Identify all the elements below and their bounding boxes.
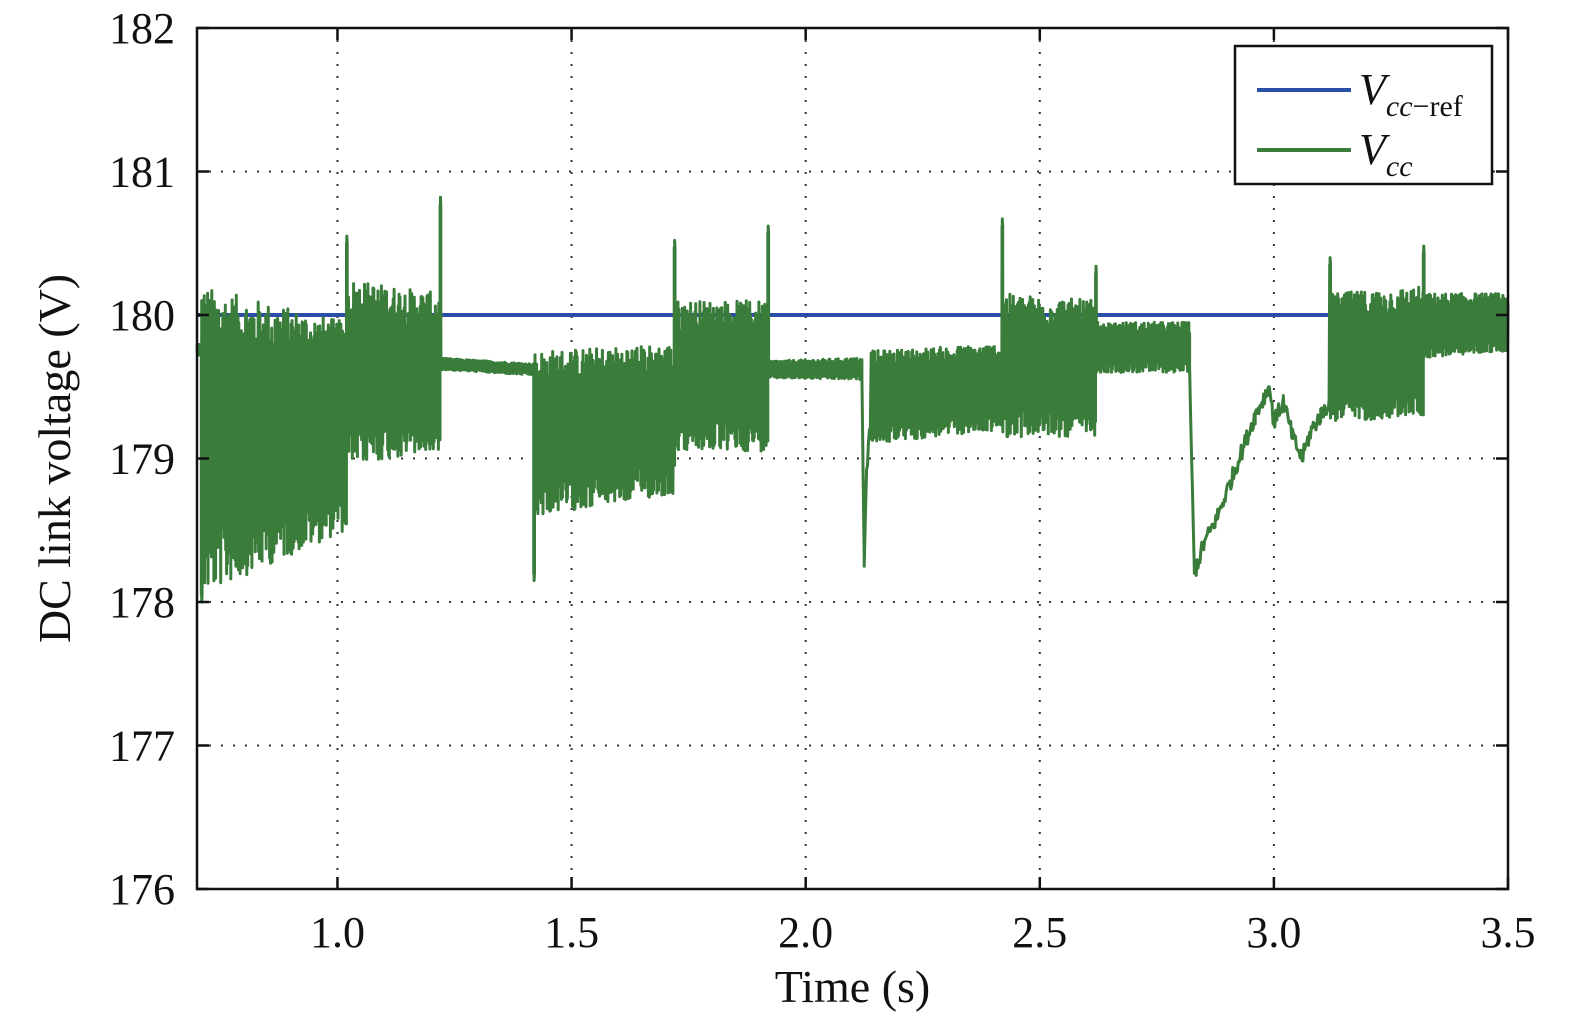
y-tick-label-3: 179: [109, 435, 175, 484]
y-tick-label-0: 176: [109, 865, 175, 914]
legend-entry-vcc-ref: Vcc−ref: [1359, 65, 1463, 123]
y-tick-labels: 176 177 178 179 180 181 182: [109, 4, 175, 914]
x-axis-label: Time (s): [775, 961, 931, 1012]
x-tick-label-3: 2.5: [1012, 908, 1067, 957]
legend: Vcc−ref Vcc: [1233, 44, 1494, 186]
legend-entry-vcc-sub: cc: [1386, 150, 1413, 183]
x-tick-labels: 1.0 1.5 2.0 2.5 3.0 3.5: [310, 908, 1536, 957]
plot-area: [195, 195, 1510, 604]
y-tick-label-1: 177: [109, 722, 175, 771]
y-tick-label-4: 180: [109, 291, 175, 340]
legend-entry-vcc: Vcc: [1359, 125, 1413, 183]
y-tick-label-6: 182: [109, 4, 175, 53]
legend-entry-vcc-main: V: [1359, 125, 1391, 174]
legend-box: [1233, 44, 1494, 186]
x-tick-label-5: 3.5: [1481, 908, 1536, 957]
y-axis-label: DC link voltage (V): [29, 274, 80, 643]
x-tick-label-0: 1.0: [310, 908, 365, 957]
axis-ticks: [197, 26, 1510, 891]
x-tick-label-2: 2.0: [778, 908, 833, 957]
legend-entry-vcc-ref-sub-extra: −ref: [1413, 90, 1463, 123]
y-tick-label-5: 181: [109, 148, 175, 197]
series-vcc-line: [195, 195, 1510, 604]
x-tick-label-4: 3.0: [1246, 908, 1301, 957]
legend-entry-vcc-ref-main: V: [1359, 65, 1391, 114]
y-tick-label-2: 178: [109, 578, 175, 627]
legend-entry-vcc-ref-sub: cc: [1386, 90, 1413, 123]
x-tick-label-1: 1.5: [544, 908, 599, 957]
